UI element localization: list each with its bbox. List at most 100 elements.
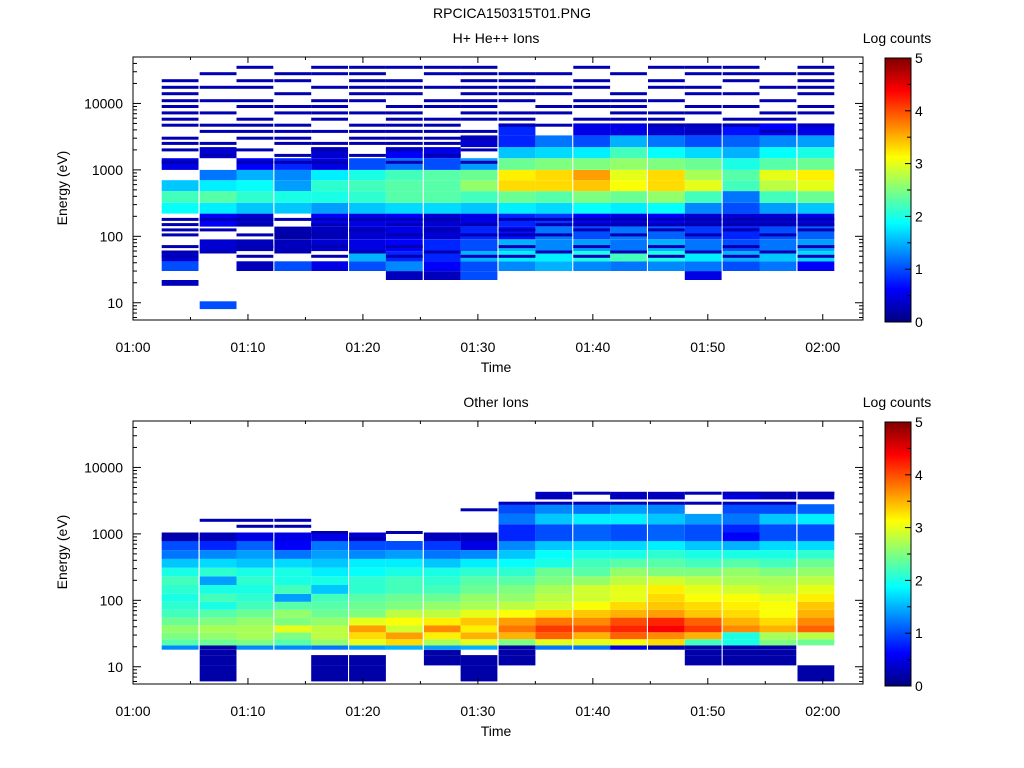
spectrogram-cell	[460, 632, 498, 640]
spectrogram-line	[797, 223, 835, 227]
spectrogram-line	[759, 250, 797, 254]
spectrogram-line	[797, 217, 835, 221]
spectrogram-line	[610, 250, 647, 254]
spectrogram-line	[274, 153, 312, 157]
spectrogram-cell	[385, 576, 423, 585]
spectrogram-line	[722, 117, 760, 121]
spectrogram-line	[460, 148, 498, 152]
spectrogram-cell	[460, 625, 498, 633]
spectrogram-line	[349, 136, 386, 140]
spectrogram-line	[648, 65, 685, 69]
spectrogram-cell	[498, 541, 536, 551]
spectrogram-cell	[161, 632, 199, 640]
spectrogram-cell	[199, 567, 237, 577]
spectrogram-line	[385, 117, 423, 121]
spectrogram-cell	[199, 169, 237, 181]
spectrogram-cell	[722, 180, 760, 192]
spectrogram-cell	[423, 639, 461, 646]
spectrogram-cell	[797, 504, 835, 514]
spectrogram-cell	[759, 558, 797, 568]
spectrogram-line	[161, 228, 199, 232]
spectrogram-line	[385, 85, 423, 89]
spectrogram-line	[236, 79, 274, 83]
spectrogram-cell	[797, 158, 835, 170]
spectrogram-cell	[423, 609, 461, 618]
spectrogram-cell	[759, 504, 797, 514]
spectrogram-cell	[610, 251, 647, 262]
spectrogram-cell	[648, 585, 685, 594]
colorbar-tick-label: 0	[915, 678, 923, 694]
spectrogram-cell	[648, 180, 685, 192]
spectrogram-line	[161, 105, 199, 108]
spectrogram-cell	[759, 609, 797, 618]
spectrogram-cell	[199, 632, 237, 640]
spectrogram-cell	[236, 617, 274, 626]
spectrogram-line	[722, 65, 760, 69]
spectrogram-cell	[199, 655, 237, 666]
spectrogram-cell	[684, 239, 722, 252]
spectrogram-cell	[199, 649, 237, 656]
spectrogram-line	[161, 223, 199, 227]
spectrogram-cell	[311, 567, 348, 577]
spectrogram-cell	[349, 158, 386, 170]
spectrogram-cell	[311, 202, 348, 214]
spectrogram-cell	[610, 504, 647, 514]
spectrogram-cell	[648, 576, 685, 585]
x-tick-label: 02:00	[805, 339, 840, 355]
spectrogram-cell	[535, 550, 573, 559]
spectrogram-line	[385, 123, 423, 127]
spectrogram-cell	[498, 524, 536, 533]
panel-other-ions: Other Ions Time Energy (eV) Log counts 0…	[54, 394, 931, 739]
spectrogram-cell	[460, 532, 498, 542]
spectrogram-line	[460, 223, 498, 227]
spectrogram-line	[498, 217, 536, 221]
spectrogram-line	[236, 524, 274, 528]
spectrogram-cell	[423, 593, 461, 602]
spectrogram-cell	[349, 639, 386, 646]
spectrogram-cell	[349, 625, 386, 633]
spectrogram-cell	[722, 632, 760, 640]
spectrogram-line	[460, 92, 498, 96]
spectrogram-line	[498, 254, 536, 258]
spectrogram-cell	[311, 655, 348, 666]
spectrogram-line	[573, 99, 611, 103]
spectrogram-cell	[460, 550, 498, 559]
spectrogram-line	[722, 245, 760, 249]
spectrogram-cell	[610, 625, 647, 633]
spectrogram-cell	[684, 655, 722, 666]
spectrogram-cell	[161, 609, 199, 618]
spectrogram-cell	[722, 567, 760, 577]
spectrogram-cell	[797, 180, 835, 192]
spectrogram-cell	[684, 558, 722, 568]
spectrogram-cell	[535, 261, 573, 271]
y-tick-label: 10000	[84, 95, 123, 111]
colorbar-tick-label: 4	[915, 467, 923, 483]
spectrogram-cell	[423, 169, 461, 181]
spectrogram-line	[236, 129, 274, 133]
spectrogram-cell	[648, 567, 685, 577]
spectrogram-line	[274, 111, 312, 115]
spectrogram-cell	[610, 123, 647, 136]
spectrogram-cell	[684, 191, 722, 203]
spectrogram-line	[535, 85, 573, 89]
spectrogram-cell	[161, 550, 199, 559]
spectrogram-cell	[610, 617, 647, 626]
spectrogram-cell	[498, 617, 536, 626]
spectrogram-cell	[161, 601, 199, 610]
spectrogram-cell	[722, 261, 760, 271]
spectrogram-cell	[199, 180, 237, 192]
spectrogram-line	[535, 223, 573, 227]
spectrogram-line	[498, 85, 536, 89]
spectrogram-line	[385, 531, 423, 534]
spectrogram-line	[423, 250, 461, 254]
spectrogram-line	[423, 105, 461, 108]
spectrogram-cell	[498, 191, 536, 203]
spectrogram-cell	[573, 593, 611, 602]
spectrogram-cell	[722, 202, 760, 214]
spectrogram-cell	[274, 576, 312, 585]
spectrogram-cell	[648, 609, 685, 618]
spectrogram-cell	[759, 513, 797, 525]
spectrogram-line	[199, 141, 237, 145]
spectrogram-line	[236, 136, 274, 140]
spectrogram-cell	[311, 576, 348, 585]
